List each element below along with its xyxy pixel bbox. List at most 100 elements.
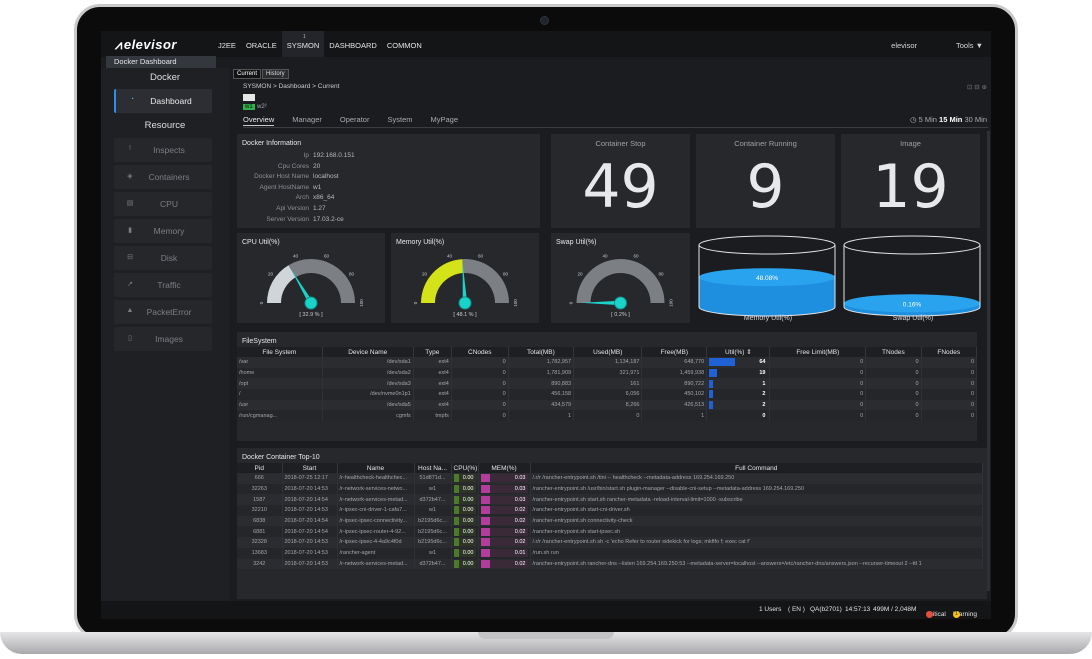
tab-manager[interactable]: Manager	[292, 115, 322, 124]
sidebar-item-disk[interactable]: ⊟ Disk	[114, 246, 212, 270]
column-header[interactable]: FNodes	[921, 347, 978, 357]
sidebar-item-dashboard[interactable]: ◔ Dashboard	[114, 89, 212, 113]
menu-oracle[interactable]: ORACLE	[245, 41, 277, 50]
table-cell: b2195d6c...	[414, 537, 452, 548]
table-row[interactable]: //dev/nvme0n1p1 ext4 0 456,158 6,056 450,102 2…	[237, 389, 978, 400]
table-row[interactable]: 1587 2018-07-20 14:54/r-network-services-…	[237, 494, 983, 506]
column-header[interactable]: Free(MB)	[641, 347, 708, 357]
docker-info-title: Docker Information	[242, 140, 302, 147]
sidebar-item-packeterror[interactable]: ▲ PacketError	[114, 300, 212, 324]
gauge-title: CPU Util(%)	[242, 239, 280, 246]
stat-value: 19	[872, 152, 949, 222]
sidebar-item-label: Inspects	[153, 145, 185, 155]
column-header[interactable]: Type	[413, 347, 452, 357]
status-users[interactable]: 1 Users	[759, 606, 782, 613]
app-logo[interactable]: ⩘elevisor	[115, 37, 177, 53]
tab-overview[interactable]: Overview	[243, 115, 275, 126]
tab-history[interactable]: History	[262, 69, 289, 79]
range-30min[interactable]: 30 Min	[964, 115, 987, 124]
column-header[interactable]: Device Name	[322, 347, 414, 357]
memory-icon: ▮	[128, 227, 132, 234]
table-cell: 0	[865, 389, 922, 400]
sidebar-item-label: Containers	[148, 172, 190, 182]
tab-mypage[interactable]: MyPage	[430, 115, 459, 124]
column-header[interactable]: Full Command	[530, 463, 983, 473]
table-row[interactable]: 6838 2018-07-20 14:54/r-ipsec-ipsec-conne…	[237, 515, 983, 527]
column-header[interactable]: Name	[337, 463, 415, 473]
info-value-label: 192.168.0.151	[313, 152, 355, 159]
top10-title: Docker Container Top-10	[242, 454, 320, 461]
time-range[interactable]: ◷ 5 Min 15 Min 30 Min	[910, 115, 987, 124]
menu-dashboard[interactable]: DASHBOARD	[329, 41, 377, 50]
column-header[interactable]: CNodes	[451, 347, 509, 357]
table-cell: 0.02	[478, 505, 531, 516]
gauge-needle	[580, 300, 621, 306]
column-header[interactable]: Used(MB)	[573, 347, 643, 357]
menu-sysmon[interactable]: 1 SYSMON	[281, 31, 325, 57]
sidebar-item-containers[interactable]: ◈ Containers	[114, 165, 212, 189]
table-row[interactable]: /usr/dev/sda5 ext4 0 434,579 8,266 426,513 2 0 0…	[237, 399, 978, 411]
toolbar-icons[interactable]: ⊡ ⊟ ⊕	[967, 84, 987, 91]
agent-tag[interactable]: w1	[243, 104, 255, 110]
table-row[interactable]: 3242 2018-07-20 14:53/r-network-services-…	[237, 558, 983, 570]
table-cell: ext4	[413, 389, 452, 400]
table-row[interactable]: /run/cgmanag... cgmfs tmpfs 0 1 0 1 0 0 0 0	[237, 410, 978, 422]
column-header[interactable]: File System	[237, 347, 323, 357]
bar-value: 0.00	[462, 518, 474, 525]
tab-current[interactable]: Current	[233, 69, 262, 79]
table-row[interactable]: 13683 2018-07-20 14:53/rancher-agent w1 0.0…	[237, 547, 983, 559]
bar-fill	[480, 517, 490, 526]
column-header[interactable]: Pid	[237, 463, 283, 473]
table-cell: /r-network-services-netwo...	[337, 483, 415, 495]
range-5min[interactable]: ◷ 5 Min	[909, 115, 937, 124]
sidebar-item-inspects[interactable]: ! Inspects	[114, 138, 212, 162]
table-cell: 2018-07-20 14:54	[282, 526, 338, 538]
table-row[interactable]: 32263 2018-07-20 14:53/r-network-services…	[237, 483, 983, 495]
table-body: /var/dev/sda1 ext4 0 1,782,957 1,134,187 648,…	[237, 357, 978, 422]
sidebar-item-cpu[interactable]: ▤ CPU	[114, 192, 212, 216]
tab-operator[interactable]: Operator	[339, 115, 370, 124]
image-icon: ▯	[128, 335, 132, 342]
column-header[interactable]: Util(%) ⇕	[706, 347, 771, 357]
bar-fill	[453, 538, 459, 547]
column-header[interactable]: TNodes	[865, 347, 922, 357]
range-15min[interactable]: 15 Min	[939, 115, 963, 124]
scrollbar[interactable]	[987, 131, 990, 591]
table-row[interactable]: 6881 2018-07-20 14:54/r-ipsec-ipsec-route…	[237, 526, 983, 538]
cylinder-top-rim	[698, 235, 836, 255]
table-row[interactable]: /var/dev/sda1 ext4 0 1,782,957 1,134,187 648,…	[237, 357, 978, 368]
sidebar-item-images[interactable]: ▯ Images	[114, 327, 212, 351]
table-cell: w1	[414, 547, 452, 559]
table-row[interactable]: /home/dev/sda2 ext4 0 1,781,909 321,971 1,459…	[237, 367, 978, 379]
table-row[interactable]: 32210 2018-07-20 14:53/r-ipsec-cni-driver…	[237, 505, 983, 516]
user-name[interactable]: elevisor	[891, 41, 917, 50]
cylinder-liquid	[699, 277, 835, 316]
gauge-swap: Swap Util(%) 0 20 40 60 80 100 [ 0.2% ]	[551, 233, 690, 323]
gauge-tick-label: 40	[293, 253, 299, 258]
table-cell: 32210	[237, 505, 283, 516]
table-row[interactable]: 32328 2018-07-20 14:53/r-ipsec-ipsec-4-4a…	[237, 537, 983, 548]
column-header[interactable]: Total(MB)	[508, 347, 575, 357]
menu-common[interactable]: COMMON	[386, 41, 422, 50]
column-header[interactable]: Free Limit(MB)	[769, 347, 867, 357]
column-header[interactable]: CPU(%)	[451, 463, 479, 473]
sidebar-item-memory[interactable]: ▮ Memory	[114, 219, 212, 243]
status-language[interactable]: ( EN )	[788, 606, 805, 613]
filesystem-table: File System Device Name Type CNodes Total(MB…	[237, 347, 978, 422]
menu-j2ee[interactable]: J2EE	[218, 41, 236, 50]
table-cell: 0	[769, 357, 867, 368]
agent-tag-2[interactable]: w2²	[257, 104, 267, 110]
table-row[interactable]: 666 2018-07-25 12:17/r-healthcheck-health…	[237, 473, 983, 484]
table-row[interactable]: /opt/dev/sda3 ext4 0 890,883 161 890,722 1 0 0 0	[237, 378, 978, 390]
critical-dot-icon	[926, 611, 933, 618]
alert-icon: !	[129, 145, 131, 152]
column-header[interactable]: Host Na...	[414, 463, 452, 473]
table-cell: 0	[769, 389, 867, 400]
table-cell: 0.00	[451, 558, 479, 570]
column-header[interactable]: MEM(%)	[478, 463, 531, 473]
tab-system[interactable]: System	[387, 115, 413, 124]
tools-menu[interactable]: Tools ▼	[955, 41, 983, 50]
column-header[interactable]: Start	[282, 463, 338, 473]
sidebar-item-traffic[interactable]: ↗ Traffic	[114, 273, 212, 297]
agent-selector[interactable]	[243, 94, 255, 101]
